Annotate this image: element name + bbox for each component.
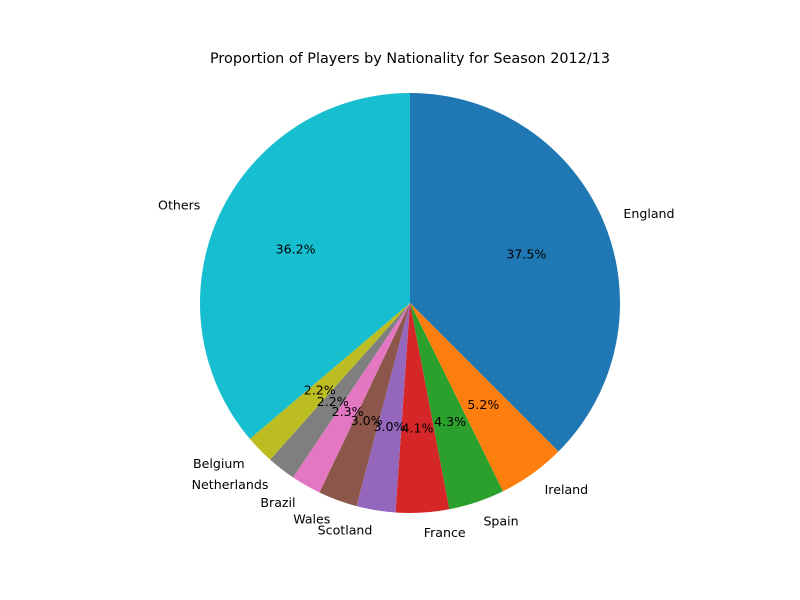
pie-slice-spain: [410, 303, 503, 510]
pie-slice-belgium: [249, 303, 410, 460]
pct-label-spain: 4.3%: [434, 414, 466, 429]
pie-slice-brazil: [293, 303, 410, 493]
pie-slice-netherlands: [270, 303, 410, 478]
pct-label-england: 37.5%: [506, 246, 546, 261]
pct-label-ireland: 5.2%: [467, 397, 499, 412]
slice-label-netherlands: Netherlands: [192, 477, 269, 492]
slice-label-brazil: Brazil: [260, 495, 295, 510]
slice-label-wales: Wales: [293, 511, 330, 526]
pie-percent-labels: 37.5%5.2%4.3%4.1%3.0%3.0%2.3%2.2%2.2%36.…: [276, 242, 547, 436]
pie-labels: England Ireland Spain France ScotlandWalesBr…: [158, 197, 675, 540]
pct-label-wales: 3.0%: [351, 413, 383, 428]
pie-slice-wales: [319, 303, 410, 507]
pie-slice-scotland: [356, 303, 410, 513]
slice-label-belgium: Belgium: [193, 456, 245, 471]
slice-label-others: Others: [158, 197, 200, 212]
slice-label-ireland: Ireland: [545, 482, 589, 497]
pie-slice-others: [199, 92, 410, 439]
pie-slice-ireland: [410, 303, 559, 492]
pie-slice-france: [395, 303, 450, 513]
pct-label-others: 36.2%: [276, 242, 316, 257]
slice-label-france: France: [424, 525, 466, 540]
pie-slices: [199, 92, 621, 513]
pct-label-france: 4.1%: [402, 420, 434, 435]
chart-title: Proportion of Players by Nationality for…: [210, 51, 610, 67]
pct-label-scotland: 3.0%: [374, 419, 406, 434]
slice-label-scotland: Scotland: [318, 522, 373, 537]
pie-slice-england: [410, 93, 621, 452]
slice-label-england: England: [623, 206, 674, 221]
slice-label-spain: Spain: [483, 514, 518, 529]
pct-label-netherlands: 2.2%: [317, 394, 349, 409]
pct-label-brazil: 2.3%: [332, 404, 364, 419]
pct-label-belgium: 2.2%: [304, 382, 336, 397]
